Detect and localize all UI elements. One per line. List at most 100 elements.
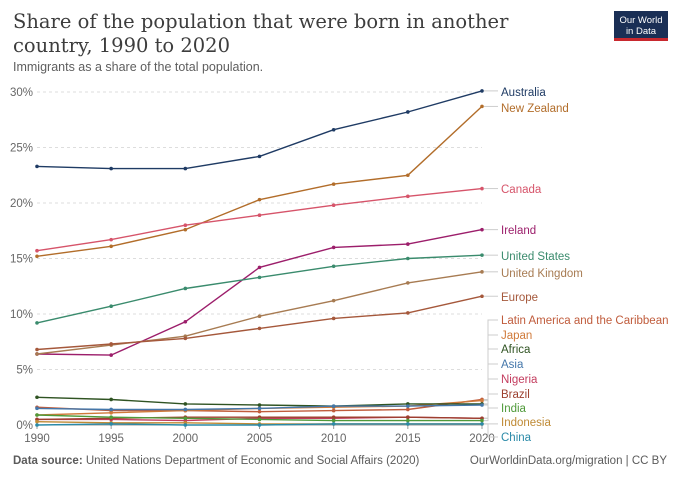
- y-tick-label: 0%: [16, 420, 33, 432]
- data-point: [406, 281, 410, 285]
- series-label: India: [501, 403, 527, 415]
- series-label: Japan: [501, 330, 532, 342]
- label-connector: [484, 334, 498, 402]
- data-point: [257, 423, 262, 427]
- data-source: Data source: United Nations Department o…: [13, 455, 419, 467]
- x-tick-label: 1990: [24, 433, 50, 445]
- chart-title: Share of the population that were born i…: [13, 10, 509, 57]
- series-label: New Zealand: [501, 103, 569, 115]
- data-point: [257, 213, 262, 218]
- data-point: [183, 166, 188, 171]
- chart-subtitle: Immigrants as a share of the total popul…: [13, 60, 264, 74]
- x-tick-label: 2000: [173, 433, 199, 445]
- data-point: [331, 422, 336, 426]
- data-point: [183, 319, 188, 324]
- data-point: [331, 127, 336, 132]
- y-tick-label: 20%: [10, 198, 33, 210]
- data-source-text[interactable]: United Nations Department of Economic an…: [85, 455, 420, 467]
- data-point: [406, 110, 410, 114]
- data-point: [35, 419, 39, 424]
- data-point: [257, 326, 262, 331]
- data-point: [331, 203, 336, 208]
- series-line: [36, 105, 483, 257]
- data-point: [109, 407, 113, 412]
- series-label: Indonesia: [501, 417, 551, 429]
- label-connector: [484, 319, 498, 400]
- label-connector: [484, 348, 498, 405]
- data-point: [35, 423, 39, 427]
- data-point: [331, 408, 336, 413]
- x-tick-label: 2020: [469, 433, 495, 445]
- label-connector: [484, 378, 498, 419]
- data-point: [406, 311, 410, 315]
- series-label: Africa: [501, 344, 531, 356]
- series-label: Canada: [501, 184, 542, 196]
- series-label: Australia: [501, 87, 546, 99]
- data-point: [257, 314, 262, 319]
- data-point: [406, 415, 410, 420]
- data-point: [406, 242, 410, 246]
- data-point: [183, 227, 188, 232]
- data-point: [183, 336, 188, 341]
- data-point: [331, 264, 336, 269]
- data-point: [331, 298, 336, 303]
- data-point: [35, 321, 39, 325]
- data-point: [331, 404, 336, 408]
- data-point: [480, 89, 484, 93]
- series-label: United Kingdom: [501, 268, 583, 280]
- series-line: [36, 254, 483, 324]
- data-point: [35, 248, 39, 253]
- data-point: [183, 402, 188, 406]
- data-point: [331, 415, 336, 420]
- series-line: [36, 295, 483, 351]
- data-point: [109, 237, 113, 242]
- y-tick-label: 25%: [10, 143, 33, 155]
- label-connector: [484, 423, 498, 438]
- data-source-label: Data source:: [13, 455, 83, 467]
- data-point: [109, 410, 113, 415]
- data-point: [183, 423, 188, 427]
- data-point: [35, 395, 39, 400]
- data-point: [109, 342, 113, 346]
- logo-line-2: in Data: [625, 26, 657, 37]
- data-point: [406, 404, 410, 408]
- data-point: [257, 403, 262, 407]
- data-point: [406, 418, 410, 423]
- data-point: [480, 294, 484, 299]
- x-tick-label: 2005: [247, 433, 273, 445]
- y-tick-label: 15%: [10, 254, 33, 266]
- series-label: Europe: [501, 292, 538, 304]
- data-point: [331, 316, 336, 321]
- series-line: [36, 271, 483, 355]
- y-tick-label: 10%: [10, 309, 33, 321]
- series-label: Nigeria: [501, 374, 538, 386]
- data-point: [257, 409, 262, 414]
- data-point: [406, 407, 410, 412]
- data-point: [35, 413, 39, 417]
- owid-logo[interactable]: Our World in Data: [614, 11, 668, 41]
- data-point: [480, 104, 484, 109]
- data-point: [183, 416, 188, 421]
- line-chart: 0% 5% 10% 15% 20% 25% 30% 1990 1995 2000 2005 2010 2…: [10, 87, 669, 445]
- data-point: [480, 418, 484, 423]
- data-point: [257, 275, 262, 280]
- y-tick-label: 30%: [10, 87, 33, 99]
- data-point: [109, 415, 113, 420]
- data-point: [35, 254, 39, 259]
- data-point: [183, 407, 188, 412]
- footer-credit[interactable]: OurWorldinData.org/migration | CC BY: [469, 455, 667, 467]
- data-point: [406, 256, 410, 261]
- data-point: [109, 304, 113, 309]
- data-point: [480, 422, 484, 426]
- label-connector: [484, 393, 498, 419]
- logo-line-1: Our World: [619, 15, 663, 26]
- data-point: [257, 417, 262, 422]
- series-label: Ireland: [501, 225, 536, 237]
- data-point: [35, 406, 39, 411]
- data-point: [480, 398, 484, 403]
- series-label: Asia: [501, 359, 524, 371]
- data-point: [480, 253, 484, 257]
- series-label: Brazil: [501, 389, 530, 401]
- x-tick-label: 2015: [395, 433, 421, 445]
- data-point: [183, 286, 188, 291]
